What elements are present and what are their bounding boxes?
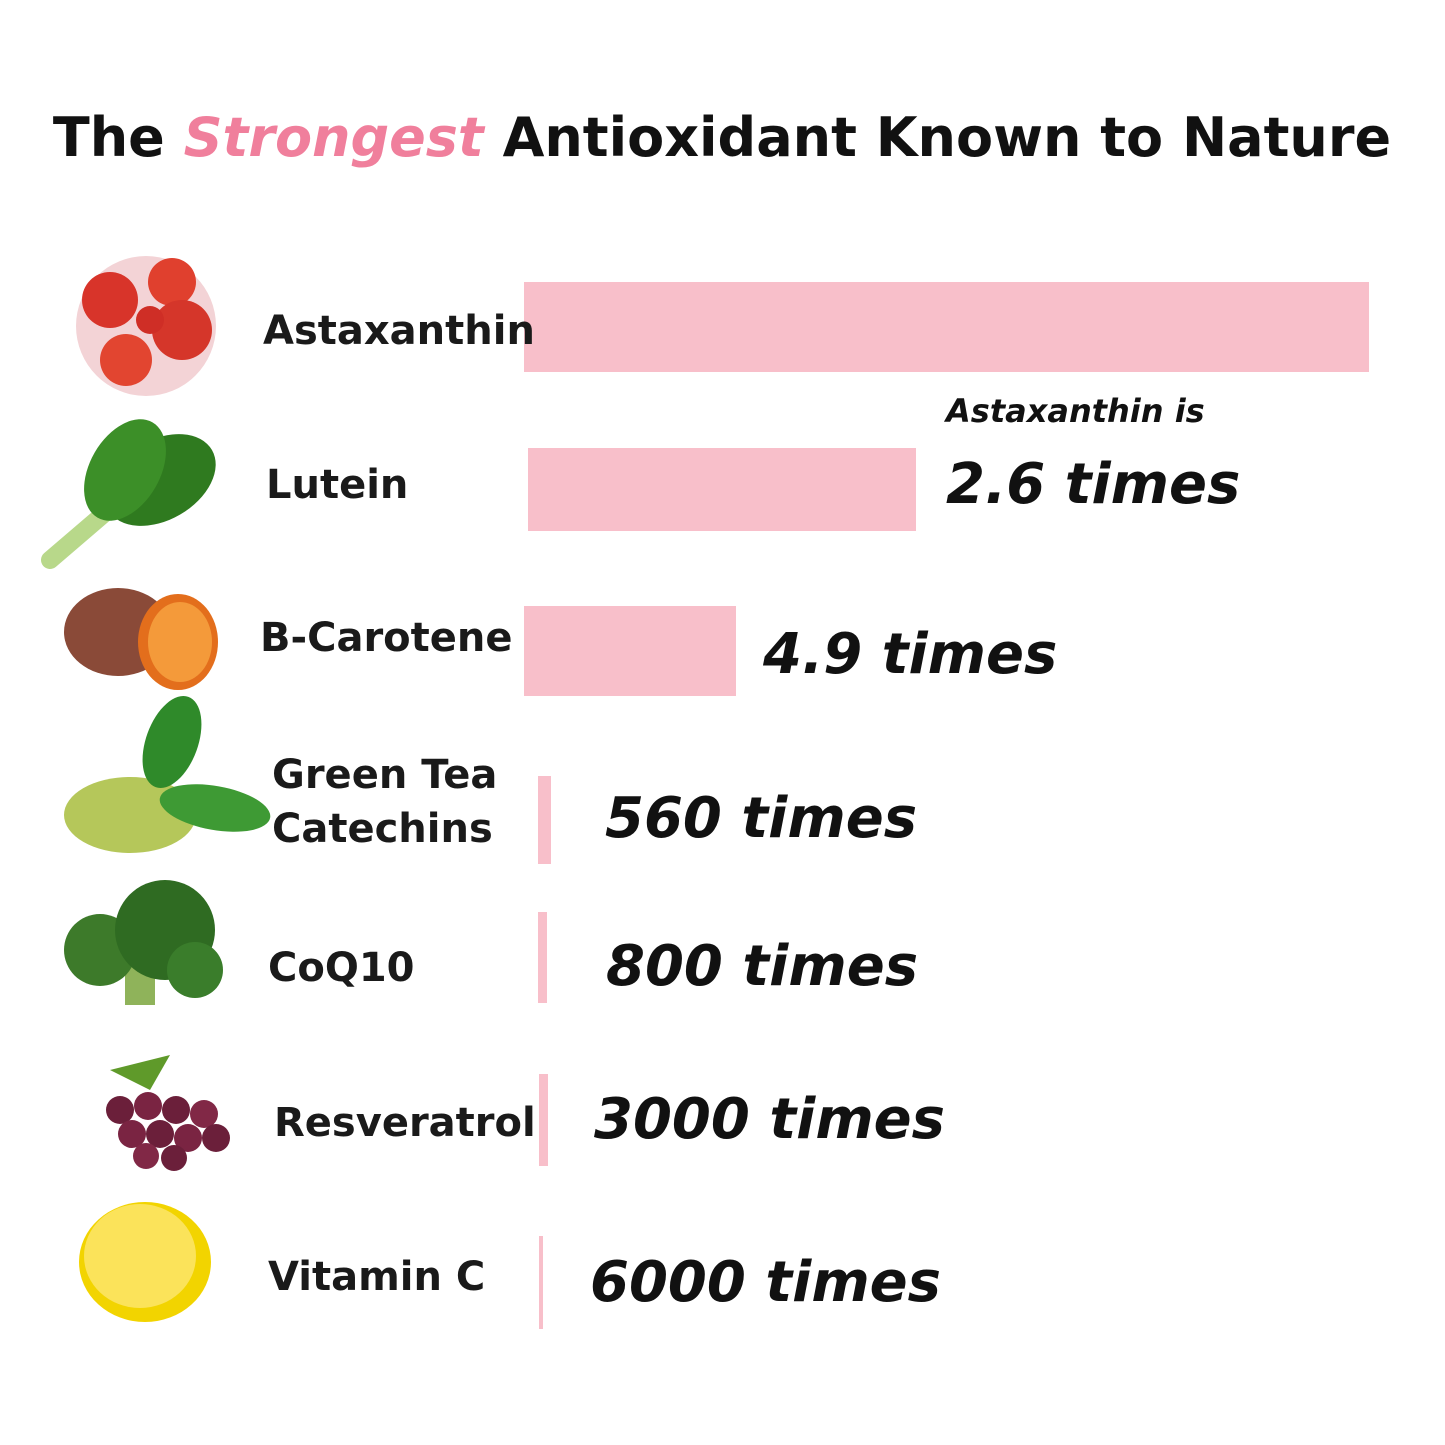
row-label: Green Tea: [272, 752, 497, 798]
lutein-image: [41, 419, 216, 569]
row-label: Astaxanthin: [263, 308, 535, 354]
bar: [538, 912, 547, 1003]
row-label: CoQ10: [268, 945, 415, 991]
carotene-image: [64, 588, 218, 690]
row-label: Resveratrol: [274, 1100, 536, 1146]
bar: [539, 1074, 548, 1166]
multiplier: 560 times: [605, 786, 917, 851]
title-lead: The: [53, 106, 165, 169]
bar: [539, 1236, 543, 1329]
green-tea-image: [64, 696, 271, 853]
multiplier: 800 times: [606, 934, 918, 999]
multiplier: 2.6 times: [946, 452, 1240, 517]
bar: [538, 776, 551, 864]
row-label: Lutein: [266, 462, 408, 508]
broccoli-image: [64, 880, 223, 1005]
bar: [524, 606, 736, 696]
title-rest: Antioxidant Known to Nature: [503, 106, 1392, 169]
title-highlight: Strongest: [184, 106, 486, 169]
row-label: Vitamin C: [268, 1254, 485, 1300]
lemon-image: [79, 1202, 211, 1322]
row-label: B-Carotene: [260, 615, 513, 661]
title: The Strongest Antioxidant Known to Natur…: [53, 106, 1391, 169]
multiplier: 3000 times: [594, 1087, 945, 1152]
multiplier: 4.9 times: [762, 622, 1057, 687]
grapes-image: [106, 1055, 230, 1171]
multiplier: 6000 times: [590, 1250, 941, 1315]
row-label: Catechins: [272, 806, 493, 852]
bar: [524, 282, 1369, 372]
note: Astaxanthin is: [943, 392, 1205, 430]
astaxanthin-image: [76, 256, 216, 396]
bar: [528, 448, 916, 531]
